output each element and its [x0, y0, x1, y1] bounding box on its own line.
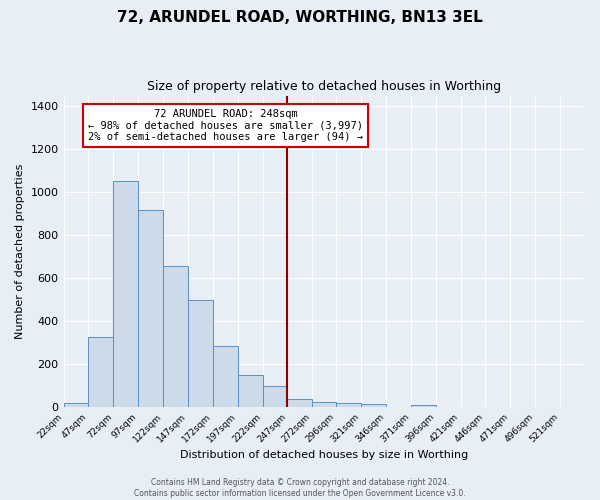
Bar: [188, 300, 213, 408]
Bar: [361, 404, 386, 407]
X-axis label: Distribution of detached houses by size in Worthing: Distribution of detached houses by size …: [180, 450, 469, 460]
Text: 72, ARUNDEL ROAD, WORTHING, BN13 3EL: 72, ARUNDEL ROAD, WORTHING, BN13 3EL: [117, 10, 483, 25]
Title: Size of property relative to detached houses in Worthing: Size of property relative to detached ho…: [147, 80, 502, 93]
Bar: [313, 402, 336, 407]
Bar: [163, 266, 188, 408]
Bar: [138, 210, 163, 408]
Bar: [411, 405, 436, 407]
Text: 72 ARUNDEL ROAD: 248sqm
← 98% of detached houses are smaller (3,997)
2% of semi-: 72 ARUNDEL ROAD: 248sqm ← 98% of detache…: [88, 109, 363, 142]
Bar: [88, 336, 113, 407]
Bar: [263, 386, 287, 407]
Y-axis label: Number of detached properties: Number of detached properties: [15, 164, 25, 339]
Bar: [287, 399, 313, 407]
Bar: [64, 403, 88, 407]
Bar: [238, 375, 263, 408]
Bar: [213, 346, 238, 408]
Bar: [113, 180, 138, 408]
Text: Contains HM Land Registry data © Crown copyright and database right 2024.
Contai: Contains HM Land Registry data © Crown c…: [134, 478, 466, 498]
Bar: [336, 403, 361, 407]
